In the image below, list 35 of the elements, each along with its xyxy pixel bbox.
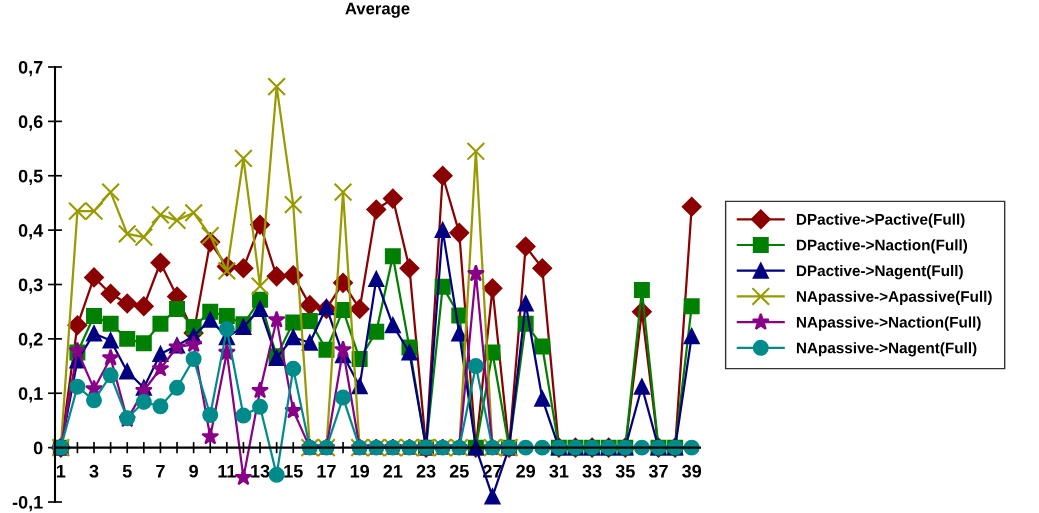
legend-label: NApassive->Nagent(Full): [796, 342, 977, 357]
x-tick-label: 25: [449, 464, 469, 478]
legend-label: NApassive->Naction(Full): [796, 316, 981, 331]
x-tick-label: 7: [156, 464, 165, 478]
x-tick-label: 31: [549, 464, 569, 478]
x-tick-label: 23: [416, 464, 436, 478]
x-tick-label: 37: [648, 464, 668, 478]
x-tick-label: 5: [122, 464, 132, 478]
x-tick-label: 11: [218, 464, 236, 478]
x-tick-label: 39: [682, 464, 702, 478]
y-tick-label: 0,5: [18, 169, 43, 186]
y-tick-label: 0,4: [18, 224, 44, 240]
y-tick-label: -0,1: [12, 495, 43, 512]
x-tick-label: 19: [350, 464, 370, 478]
legend-label: DPactive->Nagent(Full): [796, 264, 963, 280]
y-tick-label: 0,7: [18, 60, 43, 77]
x-tick-label: 35: [615, 464, 635, 478]
x-tick-label: 13: [251, 464, 270, 478]
legend-label: NApassive->Apassive(Full): [796, 290, 992, 305]
y-tick-label: 0: [33, 441, 43, 455]
x-tick-label: 9: [189, 464, 198, 478]
legend-label: DPactive->Pactive(Full): [796, 213, 965, 228]
chart-title: Average: [345, 2, 410, 18]
x-tick-label: 15: [284, 464, 303, 478]
x-tick-label: 21: [383, 464, 403, 478]
y-tick-label: 0,6: [18, 115, 43, 131]
x-tick-label: 33: [582, 464, 602, 478]
y-tick-label: 0,2: [18, 332, 43, 349]
y-tick-label: 0,1: [18, 387, 43, 403]
x-tick-label: 29: [516, 464, 536, 478]
x-tick-label: 3: [89, 464, 99, 478]
legend-label: DPactive->Naction(Full): [796, 239, 968, 254]
x-tick-label: 1: [56, 464, 66, 478]
x-tick-label: 17: [317, 464, 336, 478]
y-tick-label: 0,3: [18, 278, 43, 294]
